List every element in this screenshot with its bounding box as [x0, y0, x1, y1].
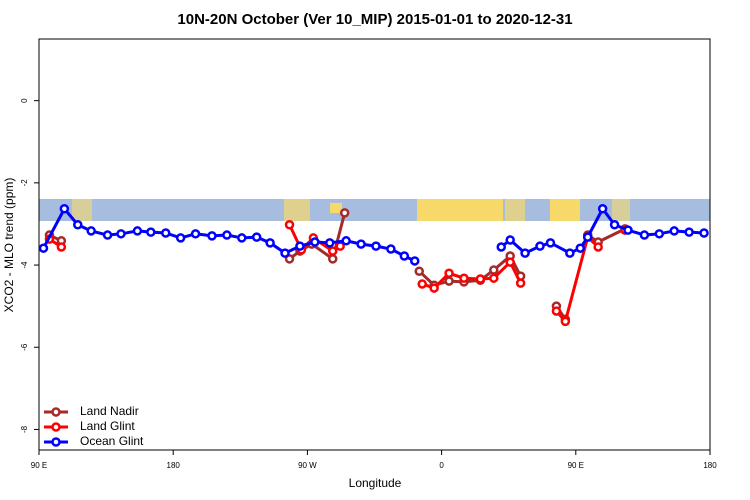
land-band [330, 203, 342, 213]
data-point [489, 265, 499, 275]
data-point [684, 227, 694, 237]
y-tick-label: -4 [20, 261, 29, 269]
data-point [59, 203, 70, 214]
legend-marker [51, 437, 61, 447]
data-point [160, 228, 171, 238]
plot-frame [38, 38, 711, 451]
data-point [251, 232, 262, 242]
data-point [429, 283, 439, 293]
data-point [86, 226, 96, 236]
data-point [417, 279, 427, 289]
data-point [609, 220, 620, 230]
data-point [356, 239, 366, 249]
data-point [551, 306, 562, 316]
legend-marker [51, 422, 61, 432]
data-point [582, 232, 593, 242]
data-point [56, 242, 67, 252]
data-point [222, 230, 232, 240]
data-point [410, 256, 420, 266]
data-point [399, 251, 410, 261]
y-tick-label: -6 [20, 343, 29, 351]
y-axis-label: XCO2 - MLO trend (ppm) [2, 178, 16, 313]
data-point [597, 203, 608, 214]
x-tick-label: 90 W [298, 461, 317, 470]
data-point [545, 238, 556, 248]
x-tick-label: 90 E [31, 461, 47, 470]
data-point [190, 229, 201, 239]
data-point [639, 230, 650, 240]
x-tick-label: 90 E [568, 461, 584, 470]
x-tick-label: 180 [703, 461, 717, 470]
data-point [102, 230, 113, 240]
land-band [417, 199, 503, 221]
data-point [623, 225, 633, 235]
chart-title: 10N-20N October (Ver 10_MIP) 2015-01-01 … [177, 11, 572, 28]
data-point [146, 227, 156, 237]
legend-marker [51, 407, 61, 417]
data-point [515, 278, 526, 288]
data-point [593, 242, 603, 252]
ocean-band [39, 199, 710, 221]
data-point [575, 243, 586, 253]
data-point [310, 237, 320, 247]
data-point [325, 238, 335, 248]
x-axis-label: Longitude [349, 476, 402, 490]
legend-label: Land Glint [80, 419, 135, 433]
y-tick-label: -2 [20, 179, 29, 187]
data-point [341, 236, 351, 246]
data-point [38, 243, 49, 253]
data-point [327, 246, 338, 256]
data-point [414, 266, 424, 276]
data-point [327, 254, 338, 264]
data-point [132, 226, 143, 236]
data-point [444, 268, 454, 279]
data-point [295, 241, 305, 251]
legend-label: Ocean Glint [80, 434, 144, 448]
legend-label: Land Nadir [80, 404, 139, 418]
data-point [669, 226, 679, 236]
data-point [73, 220, 83, 230]
data-point [386, 244, 396, 254]
data-point [371, 241, 381, 251]
land-band [284, 199, 310, 221]
data-point [116, 229, 126, 239]
data-point [284, 220, 295, 230]
data-point [565, 248, 575, 258]
data-point [520, 248, 530, 258]
y-tick-label: -8 [20, 425, 29, 433]
data-point [654, 229, 665, 239]
data-point [237, 233, 247, 243]
data-point [475, 274, 486, 284]
land-band [550, 199, 580, 221]
x-tick-label: 0 [439, 461, 444, 470]
data-point [207, 231, 217, 241]
land-band [612, 199, 630, 221]
data-point [535, 241, 545, 251]
land-band [72, 199, 92, 221]
x-tick-label: 180 [167, 461, 181, 470]
data-point [339, 208, 350, 218]
map-strip [39, 199, 710, 221]
data-point [444, 276, 454, 286]
data-point [505, 257, 515, 267]
data-point [505, 235, 515, 245]
data-point [496, 242, 506, 252]
y-tick-label: 0 [20, 98, 29, 103]
data-point [459, 273, 469, 283]
data-point [699, 228, 709, 238]
data-point [489, 273, 499, 283]
data-point [280, 248, 290, 258]
data-point [175, 233, 186, 243]
data-point [560, 316, 571, 327]
data-point [265, 238, 275, 248]
land-band [505, 199, 525, 221]
data-point [284, 254, 295, 264]
